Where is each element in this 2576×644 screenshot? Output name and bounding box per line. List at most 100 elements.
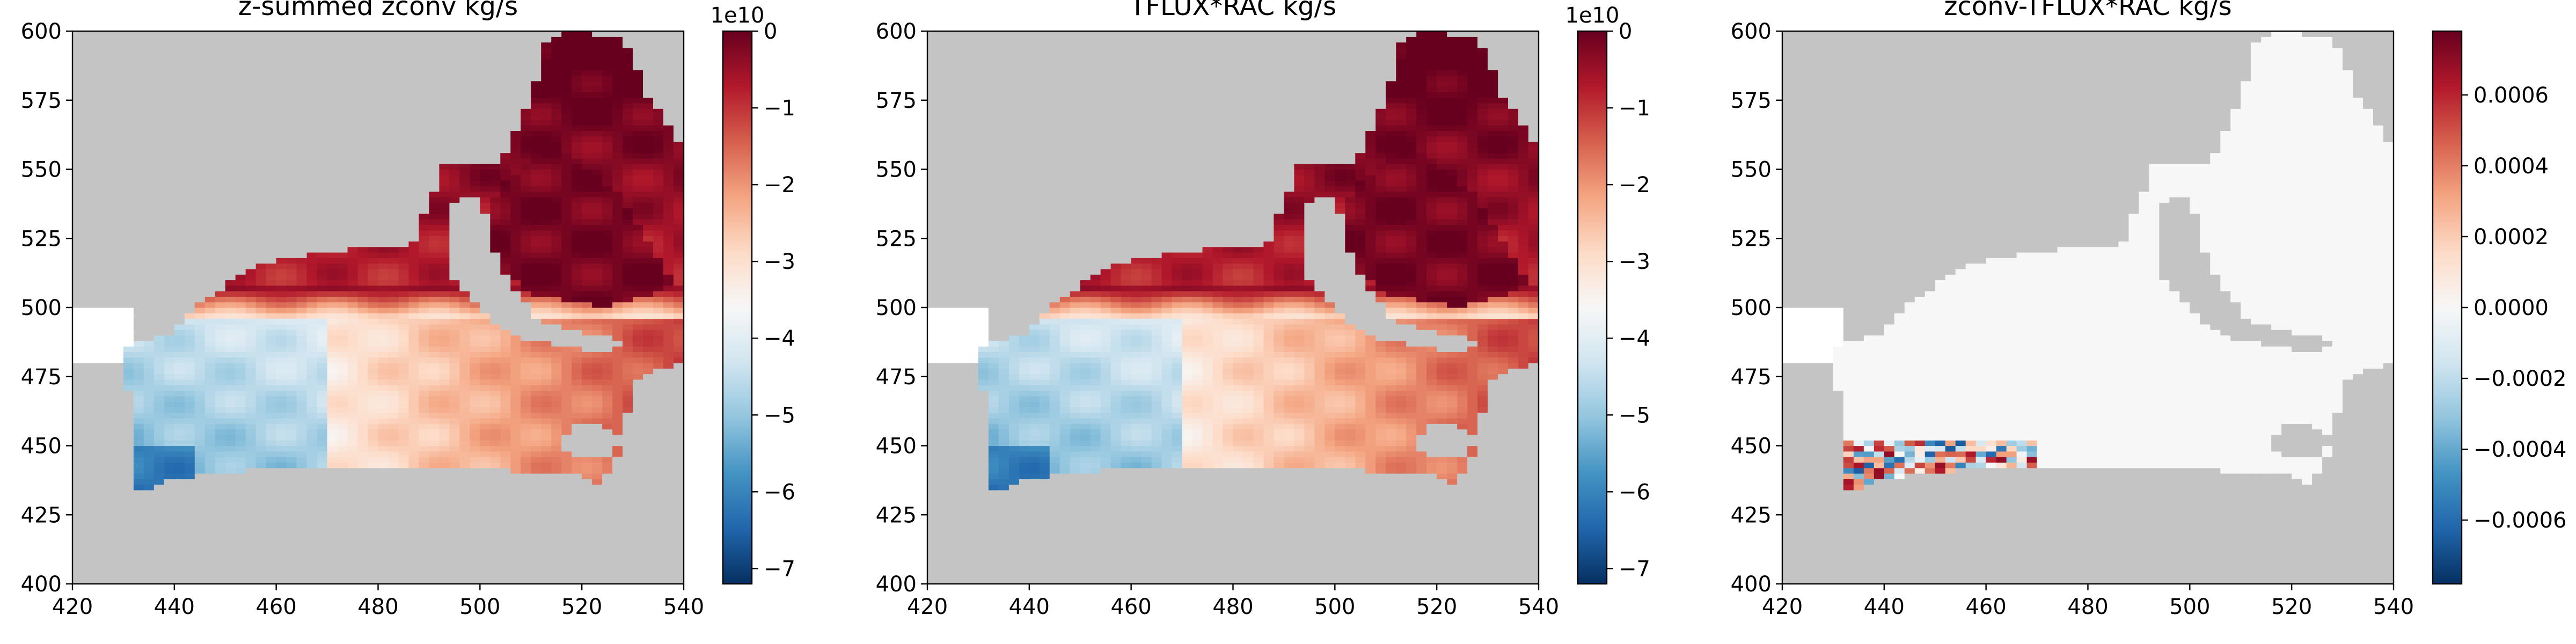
heatmap-cell — [205, 170, 216, 175]
heatmap-cell — [144, 258, 155, 264]
heatmap-cell — [164, 125, 175, 131]
heatmap-cell — [297, 153, 308, 159]
heatmap-cell — [225, 440, 236, 446]
heatmap-cell — [338, 53, 348, 59]
heatmap-cell — [266, 142, 277, 148]
heatmap-cell — [195, 120, 206, 126]
heatmap-cell — [338, 31, 348, 37]
heatmap-cell — [236, 42, 246, 48]
heatmap-cell — [93, 258, 104, 264]
heatmap-cell — [83, 479, 93, 485]
heatmap-cell — [185, 462, 195, 468]
heatmap-cell — [327, 512, 338, 518]
heatmap-cell — [195, 451, 206, 457]
heatmap-cell — [317, 214, 328, 219]
heatmap-cell — [185, 291, 195, 297]
heatmap-cell — [164, 208, 175, 214]
heatmap-cell — [144, 523, 155, 529]
heatmap-cell — [195, 507, 206, 513]
heatmap-cell — [246, 507, 257, 513]
heatmap-cell — [195, 81, 206, 87]
heatmap-cell — [348, 462, 358, 468]
heatmap-cell — [103, 274, 114, 280]
heatmap-cell — [236, 291, 246, 297]
heatmap-cell — [134, 236, 144, 241]
heatmap-cell — [225, 446, 236, 452]
heatmap-cell — [93, 230, 104, 236]
heatmap-cell — [256, 391, 267, 397]
heatmap-cell — [266, 435, 277, 441]
heatmap-cell — [297, 418, 308, 424]
heatmap-cell — [154, 269, 165, 275]
heatmap-cell — [317, 108, 328, 114]
heatmap-cell — [246, 64, 257, 70]
heatmap-cell — [83, 120, 93, 126]
heatmap-cell — [134, 153, 144, 159]
heatmap-cell — [93, 192, 104, 197]
heatmap-cell — [134, 396, 144, 402]
heatmap-cell — [185, 551, 195, 557]
heatmap-cell — [205, 557, 216, 562]
heatmap-cell — [123, 485, 134, 491]
heatmap-cell — [225, 108, 236, 114]
heatmap-cell — [164, 346, 175, 352]
heatmap-cell — [236, 313, 246, 319]
heatmap-cell — [72, 401, 83, 407]
heatmap-cell — [256, 557, 267, 562]
heatmap-cell — [103, 495, 114, 501]
heatmap-cell — [327, 42, 338, 48]
heatmap-cell — [195, 108, 206, 114]
heatmap-cell — [185, 352, 195, 357]
heatmap-cell — [154, 540, 165, 546]
heatmap-cell — [144, 230, 155, 236]
heatmap-cell — [83, 429, 93, 435]
heatmap-cell — [236, 197, 246, 203]
heatmap-cell — [72, 540, 83, 546]
heatmap-cell — [174, 507, 185, 513]
heatmap-cell — [327, 413, 338, 419]
heatmap-cell — [72, 170, 83, 175]
heatmap-cell — [317, 534, 328, 540]
heatmap-cell — [276, 214, 287, 219]
heatmap-cell — [123, 247, 134, 253]
heatmap-cell — [174, 241, 185, 247]
heatmap-cell — [93, 346, 104, 352]
heatmap-cell — [276, 507, 287, 513]
heatmap-cell — [246, 130, 257, 136]
heatmap-cell — [195, 319, 206, 325]
heatmap-cell — [185, 59, 195, 65]
heatmap-cell — [185, 225, 195, 231]
heatmap-cell — [307, 479, 318, 485]
heatmap-cell — [307, 264, 318, 269]
heatmap-cell — [174, 208, 185, 214]
heatmap-cell — [103, 280, 114, 286]
heatmap-cell — [93, 335, 104, 341]
heatmap-cell — [317, 341, 328, 347]
heatmap-cell — [83, 236, 93, 241]
heatmap-cell — [174, 42, 185, 48]
heatmap-cell — [307, 396, 318, 402]
heatmap-cell — [72, 269, 83, 275]
heatmap-cell — [215, 396, 226, 402]
heatmap-cell — [307, 258, 318, 264]
heatmap-cell — [93, 108, 104, 114]
heatmap-cell — [134, 170, 144, 175]
heatmap-cell — [103, 108, 114, 114]
heatmap-cell — [154, 534, 165, 540]
heatmap-cell — [144, 125, 155, 131]
heatmap-cell — [103, 385, 114, 391]
heatmap-cell — [256, 202, 267, 208]
heatmap-cell — [103, 64, 114, 70]
heatmap-cell — [246, 280, 257, 286]
heatmap-cell — [195, 562, 206, 568]
heatmap-cell — [83, 396, 93, 402]
heatmap-cell — [164, 363, 175, 369]
heatmap-cell — [93, 236, 104, 241]
heatmap-cell — [297, 379, 308, 385]
heatmap-cell — [276, 130, 287, 136]
heatmap-cell — [338, 120, 348, 126]
heatmap-cell — [297, 446, 308, 452]
heatmap-cell — [123, 230, 134, 236]
heatmap-cell — [297, 302, 308, 308]
heatmap-cell — [103, 164, 114, 170]
